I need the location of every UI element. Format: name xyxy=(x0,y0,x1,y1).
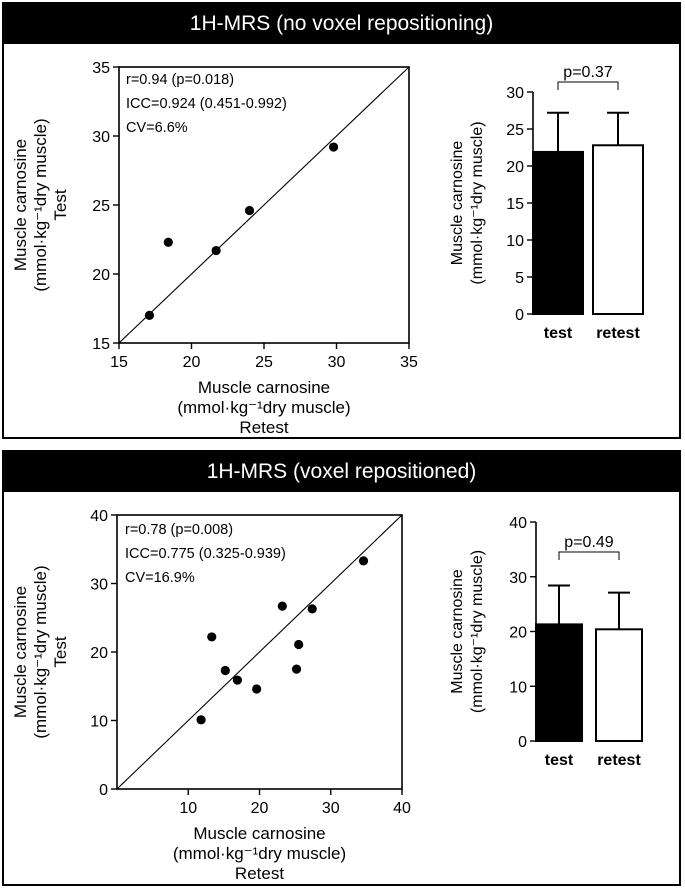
y-axis-label: Muscle carnosine xyxy=(11,586,30,718)
bar-y-tick-label: 5 xyxy=(515,270,524,287)
stats-annotation: CV=16.9% xyxy=(125,570,195,586)
y-tick-label: 40 xyxy=(90,508,108,525)
data-point xyxy=(307,604,317,614)
data-point xyxy=(232,675,243,685)
panel-title: 1H-MRS (voxel repositioned) xyxy=(4,452,679,492)
panel-voxel-repositioned: 1H-MRS (voxel repositioned) 10 20 30 40 0 10 2… xyxy=(2,450,681,886)
y-axis-label: Muscle carnosine xyxy=(11,139,30,271)
y-tick-label: 20 xyxy=(92,267,110,284)
chart-bottom: 10 20 30 40 0 10 20 30 40 r=0.78 (p=0.008) ICC=0.7… xyxy=(11,508,643,883)
bar-y-tick-label: 10 xyxy=(509,679,527,696)
bar-category-label: retest xyxy=(597,752,641,769)
y-tick-label: 20 xyxy=(90,645,108,662)
y-tick-label: 35 xyxy=(92,60,110,77)
bar-y-tick-label: 0 xyxy=(518,734,527,751)
x-tick-label: 20 xyxy=(251,800,269,817)
bar-y-axis-label: Muscle carnosine xyxy=(449,569,466,694)
data-point xyxy=(277,601,287,611)
y-tick-label: 15 xyxy=(92,336,110,353)
data-point xyxy=(329,142,339,152)
y-tick-label: 10 xyxy=(90,714,108,731)
data-point xyxy=(211,245,221,256)
data-point xyxy=(252,684,262,694)
bar-y-tick-label: 40 xyxy=(509,515,527,532)
bar-retest xyxy=(595,628,643,742)
x-axis-label: Retest xyxy=(235,864,284,883)
x-tick-label: 40 xyxy=(393,800,411,817)
bar-y-tick-label: 30 xyxy=(506,85,524,102)
x-tick-label: 20 xyxy=(183,354,201,371)
bar-category-label: test xyxy=(544,325,573,342)
identity-line xyxy=(116,514,403,790)
x-tick-label: 35 xyxy=(400,354,418,371)
bar-y-axis-label: Muscle carnosine xyxy=(449,141,466,266)
y-tick-label: 30 xyxy=(90,577,108,594)
bar-y-axis-label: (mmol·kg⁻¹dry muscle) xyxy=(469,121,486,284)
bar-test xyxy=(535,623,583,743)
x-tick-label: 15 xyxy=(110,354,128,371)
data-point xyxy=(291,664,302,674)
x-tick-label: 10 xyxy=(179,800,197,817)
x-axis-label: Retest xyxy=(239,418,288,437)
y-axis-label: (mmol·kg⁻¹dry muscle) xyxy=(31,118,50,291)
bar-y-tick-label: 10 xyxy=(506,233,524,250)
x-axis-label: Muscle carnosine xyxy=(198,378,330,397)
bar-y-axis-label: (mmol·kg⁻¹dry muscle) xyxy=(469,550,486,713)
y-axis-label: Test xyxy=(51,189,70,220)
y-axis-label: Test xyxy=(51,636,70,667)
y-tick-label: 0 xyxy=(99,782,108,799)
y-tick-label: 30 xyxy=(92,129,110,146)
stats-annotation: r=0.94 (p=0.018) xyxy=(126,72,234,88)
bar-y-tick-label: 20 xyxy=(506,159,524,176)
panel-title: 1H-MRS (no voxel repositioning) xyxy=(4,4,679,44)
x-tick-label: 30 xyxy=(322,800,340,817)
identity-line xyxy=(118,66,410,344)
significance-bracket xyxy=(557,81,619,90)
y-axis-label: (mmol·kg⁻¹dry muscle) xyxy=(31,565,50,738)
stats-annotation: ICC=0.924 (0.451-0.992) xyxy=(126,96,287,112)
data-point xyxy=(144,310,155,320)
data-point xyxy=(196,715,206,725)
bar-y-tick-label: 25 xyxy=(506,122,524,139)
bar-y-tick-label: 20 xyxy=(509,625,527,642)
panel-no-voxel-repositioning: 1H-MRS (no voxel repositioning) 15 20 25 30… xyxy=(2,2,681,439)
y-tick-label: 25 xyxy=(92,198,110,215)
p-value-label: p=0.49 xyxy=(564,534,613,551)
bar-test xyxy=(532,150,584,315)
bar-retest xyxy=(592,144,644,315)
significance-bracket xyxy=(558,551,620,560)
data-point xyxy=(163,237,173,247)
data-point xyxy=(294,639,304,650)
stats-annotation: ICC=0.775 (0.325-0.939) xyxy=(125,546,286,562)
bar-y-tick-label: 15 xyxy=(506,196,524,213)
bar-category-label: test xyxy=(545,752,574,769)
x-axis-label: (mmol·kg⁻¹dry muscle) xyxy=(177,398,350,417)
x-tick-label: 30 xyxy=(328,354,346,371)
bar-category-label: retest xyxy=(596,325,640,342)
x-axis-label: (mmol·kg⁻¹dry muscle) xyxy=(173,844,346,863)
stats-annotation: r=0.78 (p=0.008) xyxy=(125,522,233,538)
data-point xyxy=(220,665,230,676)
data-point xyxy=(244,205,255,216)
x-tick-label: 25 xyxy=(255,354,273,371)
data-point xyxy=(207,632,217,642)
x-axis-label: Muscle carnosine xyxy=(193,824,325,843)
bar-y-tick-label: 0 xyxy=(515,307,524,324)
stats-annotation: CV=6.6% xyxy=(126,120,188,136)
chart-top: 15 20 25 30 35 15 20 25 30 35 r=0.94 (p=0.018) ICC=… xyxy=(11,60,644,437)
bar-y-tick-label: 30 xyxy=(509,570,527,587)
p-value-label: p=0.37 xyxy=(563,64,612,81)
data-point xyxy=(358,556,369,566)
